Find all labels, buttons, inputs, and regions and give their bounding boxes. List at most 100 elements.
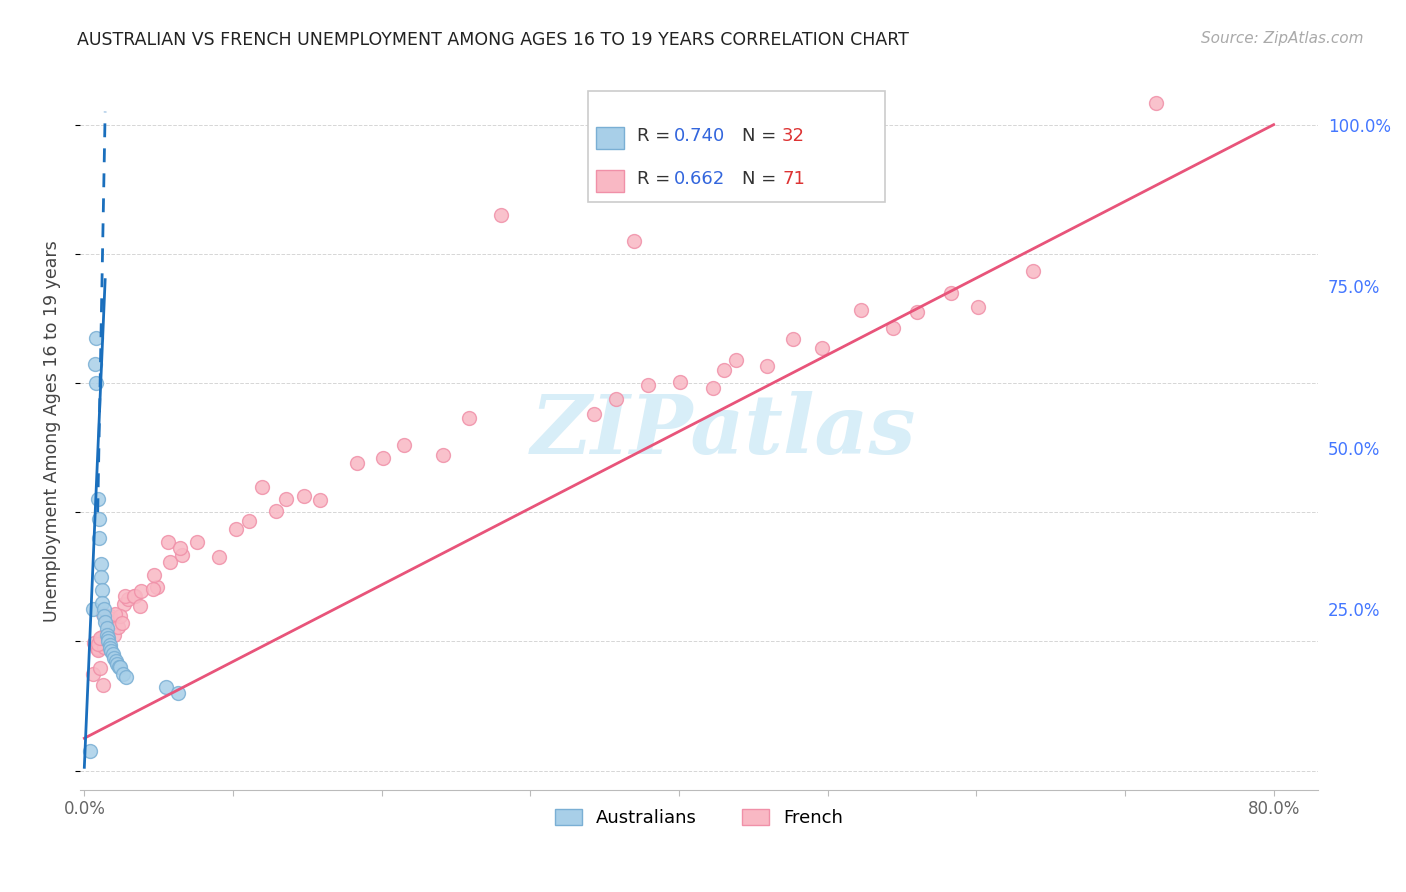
Point bbox=[274, 491, 297, 506]
Point bbox=[104, 654, 127, 668]
Point bbox=[1144, 95, 1167, 110]
Point bbox=[98, 610, 121, 624]
Point bbox=[93, 602, 115, 616]
Point bbox=[93, 640, 115, 654]
Point bbox=[93, 631, 115, 645]
Point bbox=[96, 622, 118, 636]
Legend: Australians, French: Australians, French bbox=[547, 802, 851, 835]
Point bbox=[90, 557, 112, 571]
Point bbox=[489, 208, 512, 222]
Point bbox=[97, 631, 120, 645]
Point bbox=[93, 608, 115, 623]
Point bbox=[167, 686, 190, 700]
Point bbox=[238, 514, 260, 528]
Point bbox=[105, 657, 128, 671]
Point bbox=[155, 680, 177, 694]
FancyBboxPatch shape bbox=[596, 127, 623, 149]
Point bbox=[225, 522, 247, 536]
Point bbox=[129, 584, 152, 599]
Point bbox=[128, 599, 150, 614]
Point bbox=[373, 451, 395, 466]
Point bbox=[114, 590, 136, 604]
Text: AUSTRALIAN VS FRENCH UNEMPLOYMENT AMONG AGES 16 TO 19 YEARS CORRELATION CHART: AUSTRALIAN VS FRENCH UNEMPLOYMENT AMONG … bbox=[77, 31, 910, 49]
Point bbox=[811, 342, 834, 356]
Point bbox=[91, 596, 114, 610]
Point bbox=[967, 300, 990, 314]
Point bbox=[83, 636, 105, 650]
Point bbox=[939, 285, 962, 300]
Text: 0.662: 0.662 bbox=[675, 170, 725, 188]
Text: N =: N = bbox=[742, 127, 782, 145]
Point bbox=[84, 376, 107, 390]
Point bbox=[1022, 263, 1045, 277]
Point bbox=[111, 615, 134, 630]
Point bbox=[142, 582, 165, 597]
Point bbox=[110, 609, 132, 624]
Point bbox=[82, 667, 104, 681]
Point bbox=[122, 589, 145, 603]
Point bbox=[107, 620, 129, 634]
Text: 71: 71 bbox=[782, 170, 804, 188]
Y-axis label: Unemployment Among Ages 16 to 19 years: Unemployment Among Ages 16 to 19 years bbox=[44, 241, 60, 623]
Point bbox=[91, 678, 114, 692]
Point bbox=[725, 352, 748, 367]
Point bbox=[97, 627, 120, 641]
Point bbox=[782, 332, 804, 346]
Point bbox=[107, 660, 129, 674]
Point bbox=[83, 357, 105, 371]
Point bbox=[905, 305, 928, 319]
Point bbox=[346, 456, 368, 470]
Point bbox=[142, 568, 165, 582]
Point bbox=[91, 607, 114, 622]
Point bbox=[849, 303, 872, 318]
Point bbox=[96, 638, 118, 652]
Point bbox=[90, 570, 112, 584]
FancyBboxPatch shape bbox=[596, 170, 623, 193]
Point bbox=[87, 643, 110, 657]
Point bbox=[108, 660, 131, 674]
Point bbox=[637, 378, 659, 392]
Point bbox=[98, 640, 121, 655]
Point bbox=[87, 637, 110, 651]
Point bbox=[103, 627, 125, 641]
Point bbox=[98, 609, 121, 624]
Point bbox=[169, 541, 191, 555]
Text: N =: N = bbox=[742, 170, 782, 188]
Point bbox=[713, 363, 735, 377]
Text: R =: R = bbox=[637, 170, 676, 188]
Point bbox=[86, 640, 108, 655]
Text: 0.740: 0.740 bbox=[675, 127, 725, 145]
Point bbox=[89, 531, 111, 545]
Point bbox=[89, 661, 111, 675]
Point bbox=[582, 407, 605, 421]
Point bbox=[98, 638, 121, 652]
Point bbox=[392, 438, 415, 452]
Point bbox=[97, 634, 120, 648]
Point bbox=[96, 611, 118, 625]
Point bbox=[882, 320, 904, 334]
Point bbox=[292, 490, 315, 504]
Point bbox=[170, 549, 193, 563]
Point bbox=[90, 630, 112, 644]
Point bbox=[79, 744, 101, 758]
Point bbox=[264, 504, 287, 518]
Point bbox=[124, 589, 146, 603]
Point bbox=[91, 582, 114, 597]
Point bbox=[104, 607, 127, 621]
Text: 32: 32 bbox=[782, 127, 806, 145]
Point bbox=[84, 331, 107, 345]
Point bbox=[309, 492, 332, 507]
Point bbox=[111, 666, 134, 681]
Point bbox=[86, 492, 108, 507]
Text: Source: ZipAtlas.com: Source: ZipAtlas.com bbox=[1201, 31, 1364, 46]
Point bbox=[103, 650, 125, 665]
Point bbox=[432, 448, 454, 462]
Point bbox=[623, 234, 645, 248]
Point bbox=[702, 381, 724, 395]
Point bbox=[112, 597, 135, 611]
Text: ZIPatlas: ZIPatlas bbox=[531, 392, 917, 472]
Point bbox=[86, 642, 108, 657]
Point bbox=[157, 535, 180, 549]
FancyBboxPatch shape bbox=[588, 91, 884, 202]
Point bbox=[100, 644, 122, 658]
